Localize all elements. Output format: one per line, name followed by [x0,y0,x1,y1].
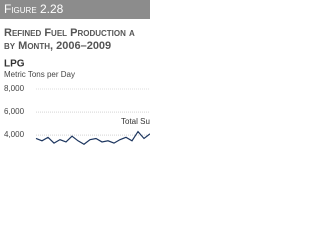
figure-band [0,0,150,19]
chart-title: Refined Fuel Production a [4,27,135,39]
data-line [35,130,150,145]
page: Figure 2.28 Refined Fuel Production a by… [0,0,150,150]
y-tick-label: 6,000 [4,107,25,116]
annotation: Total Su [121,117,150,126]
panel-title: LPG [4,59,25,70]
y-tick-label: 8,000 [4,84,25,93]
chart: Figure 2.28 Refined Fuel Production a by… [0,0,150,145]
chart-subtitle: by Month, 2006–2009 [4,40,111,52]
figure-label: Figure 2.28 [4,2,64,16]
y-axis-label: Metric Tons per Day [4,70,75,79]
y-tick-label: 4,000 [4,130,25,139]
